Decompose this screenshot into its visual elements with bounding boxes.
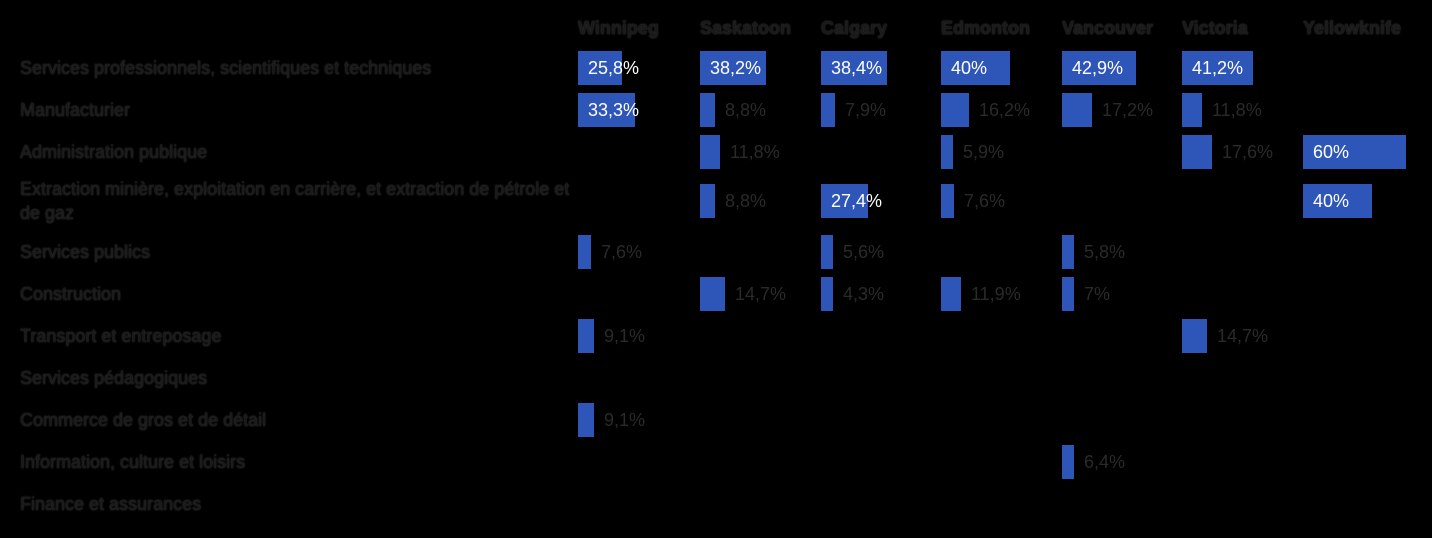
row-label: Commerce de gros et de détail <box>20 410 267 430</box>
bar <box>821 277 833 311</box>
row-label: Construction <box>20 284 122 304</box>
data-label: 7,6% <box>964 191 1006 211</box>
data-label: 17,6% <box>1222 142 1274 162</box>
data-label: 6,4% <box>1084 452 1126 472</box>
row-label: Information, culture et loisirs <box>20 452 246 472</box>
bar <box>700 277 725 311</box>
row-label: Manufacturier <box>20 100 131 120</box>
column-header-edmonton: Edmonton <box>941 18 1030 38</box>
bar <box>1182 135 1212 169</box>
row-label: Services publics <box>20 242 151 262</box>
data-label: 16,2% <box>979 100 1031 120</box>
bar <box>1182 319 1207 353</box>
bar <box>578 51 622 85</box>
bar <box>578 403 594 437</box>
data-label: 60% <box>1313 142 1350 162</box>
data-label: 7,6% <box>601 242 643 262</box>
bar <box>941 277 961 311</box>
row-label: Finance et assurances <box>20 494 202 514</box>
bar <box>1182 93 1202 127</box>
data-label: 42,9% <box>1072 58 1124 78</box>
data-label: 5,8% <box>1084 242 1126 262</box>
bar <box>821 93 835 127</box>
row-label: Services professionnels, scientifiques e… <box>20 58 432 78</box>
bar <box>1303 184 1372 218</box>
data-label: 11,8% <box>730 142 780 162</box>
bar <box>1062 277 1074 311</box>
bar <box>700 135 720 169</box>
data-label: 40% <box>1313 191 1350 211</box>
bar <box>1303 135 1406 169</box>
data-label: 7% <box>1084 284 1111 304</box>
bar <box>578 93 635 127</box>
data-label: 11,9% <box>971 284 1021 304</box>
data-label: 40% <box>951 58 988 78</box>
bar <box>578 319 594 353</box>
bar <box>700 184 715 218</box>
bar <box>941 93 969 127</box>
bar <box>1062 93 1092 127</box>
bar <box>941 51 1010 85</box>
bar <box>700 51 766 85</box>
bar <box>821 51 887 85</box>
data-label: 4,3% <box>843 284 885 304</box>
bar <box>1062 51 1136 85</box>
bar <box>821 235 833 269</box>
bar <box>1062 235 1074 269</box>
bar <box>1182 51 1253 85</box>
column-header-yellowknife: Yellowknife <box>1303 18 1402 38</box>
bar <box>941 135 953 169</box>
data-label: 7,9% <box>845 100 887 120</box>
bar <box>1062 445 1074 479</box>
data-label: 11,8% <box>1212 100 1262 120</box>
data-label: 33,3% <box>588 100 640 120</box>
column-header-saskatoon: Saskatoon <box>700 18 792 38</box>
row-label: Transport et entreposage <box>20 326 222 346</box>
data-label: 41,2% <box>1192 58 1244 78</box>
column-header-calgary: Calgary <box>821 18 888 38</box>
data-label: 9,1% <box>604 410 646 430</box>
column-header-victoria: Victoria <box>1182 18 1248 38</box>
data-label: 14,7% <box>1217 326 1269 346</box>
data-label: 8,8% <box>725 191 767 211</box>
row-label: Extraction minière, exploitation en carr… <box>20 179 570 223</box>
column-header-vancouver: Vancouver <box>1062 18 1154 38</box>
row-label: Services pédagogiques <box>20 368 208 388</box>
column-header-winnipeg: Winnipeg <box>578 18 659 38</box>
bar <box>700 93 715 127</box>
bar <box>941 184 954 218</box>
data-label: 9,1% <box>604 326 646 346</box>
data-label: 38,4% <box>831 58 883 78</box>
row-label: Administration publique <box>20 142 208 162</box>
data-label: 14,7% <box>735 284 787 304</box>
data-label: 17,2% <box>1102 100 1154 120</box>
data-label: 8,8% <box>725 100 767 120</box>
data-label: 5,6% <box>843 242 885 262</box>
data-label: 5,9% <box>963 142 1005 162</box>
data-label: 27,4% <box>831 191 883 211</box>
bar <box>578 235 591 269</box>
data-label: 38,2% <box>710 58 762 78</box>
data-label: 25,8% <box>588 58 640 78</box>
bar <box>821 184 868 218</box>
